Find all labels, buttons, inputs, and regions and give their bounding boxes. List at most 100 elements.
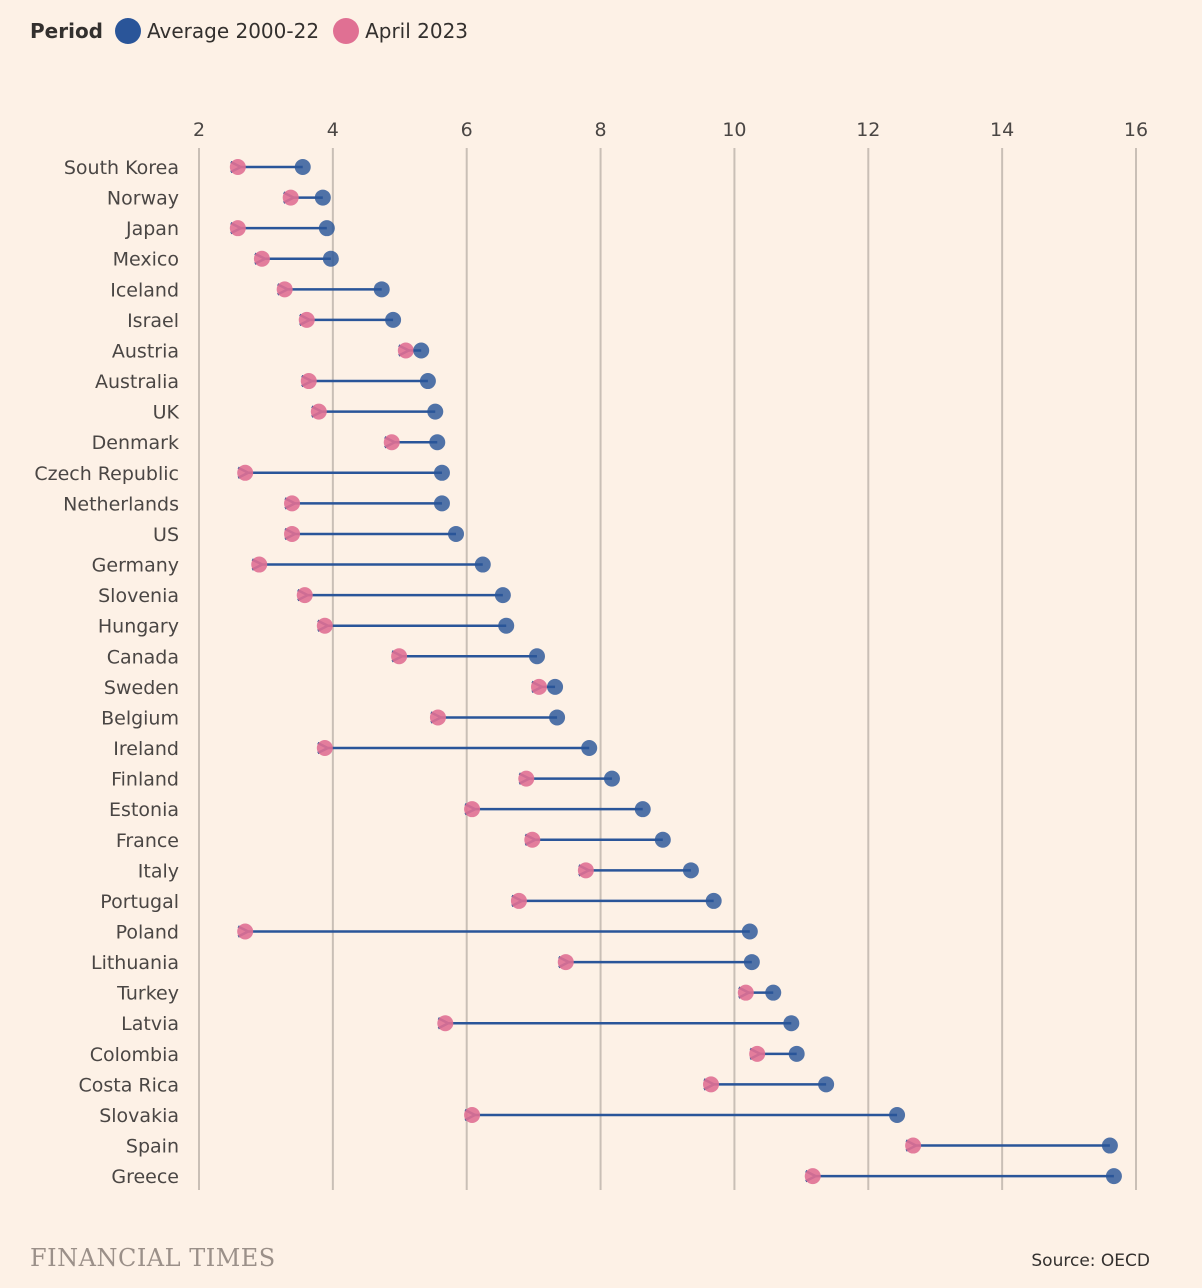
country-label: Slovenia — [98, 585, 179, 607]
x-tick-label: 6 — [461, 119, 473, 141]
country-label: Estonia — [109, 799, 179, 821]
average-2000-22-dot — [322, 250, 339, 267]
average-2000-22-dot — [314, 189, 331, 206]
legend-label: April 2023 — [365, 19, 469, 43]
average-2000-22-dot — [654, 831, 671, 848]
country-label: South Korea — [64, 157, 179, 179]
april-2023-dot — [300, 373, 317, 390]
country-label: Australia — [95, 371, 179, 393]
legend-label: Average 2000-22 — [147, 19, 320, 43]
x-tick-label: 16 — [1124, 119, 1148, 141]
average-2000-22-dot — [603, 770, 620, 787]
april-2023-dot — [577, 862, 594, 879]
average-2000-22-dot — [448, 525, 465, 542]
country-label: Ireland — [113, 738, 179, 760]
country-label: France — [116, 830, 179, 852]
april-2023-dot — [464, 1106, 481, 1123]
april-2023-dot — [276, 281, 293, 298]
average-2000-22-dot — [741, 923, 758, 940]
average-2000-22-dot — [682, 862, 699, 879]
april-2023-dot — [391, 648, 408, 665]
april-2023-dot — [310, 403, 327, 420]
april-2023-dot — [253, 250, 270, 267]
april-2023-dot — [737, 984, 754, 1001]
country-label: Poland — [116, 922, 179, 944]
country-label: Belgium — [101, 707, 179, 729]
april-2023-dot — [530, 678, 547, 695]
country-label: Czech Republic — [34, 463, 179, 485]
legend-item-average: Average 2000-22 — [115, 18, 319, 44]
april-2023-dot — [316, 740, 333, 757]
x-tick-label: 2 — [193, 119, 205, 141]
country-label: Iceland — [110, 279, 179, 301]
country-label: Costa Rica — [79, 1074, 180, 1096]
legend-item-april: April 2023 — [333, 18, 468, 44]
country-label: Japan — [125, 218, 179, 240]
april-2023-dot — [237, 464, 254, 481]
country-label: Slovakia — [99, 1105, 179, 1127]
april-2023-dot — [437, 1015, 454, 1032]
average-2000-22-dot — [788, 1045, 805, 1062]
country-label: Norway — [107, 188, 179, 210]
average-2000-22-dot — [889, 1106, 906, 1123]
average-2000-22-dot — [528, 648, 545, 665]
legend: Period Average 2000-22 April 2023 — [30, 18, 482, 44]
april-2023-dot — [383, 434, 400, 451]
average-2000-22-dot — [581, 740, 598, 757]
april-2023-dot — [296, 587, 313, 604]
country-label: Canada — [107, 646, 179, 668]
country-label: Austria — [112, 340, 179, 362]
ft-logo: FINANCIAL TIMES — [30, 1244, 276, 1272]
average-2000-22-dot — [429, 434, 446, 451]
average-2000-22-dot — [294, 159, 311, 175]
country-label: UK — [153, 402, 180, 424]
country-label: Greece — [111, 1166, 179, 1188]
average-2000-22-dot — [419, 373, 436, 390]
country-label: Mexico — [113, 249, 179, 271]
country-label: Italy — [138, 860, 179, 882]
average-2000-22-dot — [474, 556, 491, 573]
april-2023-dot — [749, 1045, 766, 1062]
country-label: Finland — [111, 769, 179, 791]
country-label: Denmark — [92, 432, 179, 454]
april-2023-dot — [251, 556, 268, 573]
average-2000-22-dot — [818, 1076, 835, 1093]
legend-dot-icon — [115, 18, 141, 44]
april-2023-dot — [429, 709, 446, 726]
april-2023-dot — [229, 159, 246, 175]
x-tick-label: 10 — [722, 119, 746, 141]
country-label: Colombia — [90, 1044, 179, 1066]
average-2000-22-dot — [547, 678, 564, 695]
april-2023-dot — [284, 525, 301, 542]
average-2000-22-dot — [783, 1015, 800, 1032]
april-2023-dot — [282, 189, 299, 206]
average-2000-22-dot — [765, 984, 782, 1001]
april-2023-dot — [284, 495, 301, 512]
x-tick-label: 8 — [595, 119, 607, 141]
april-2023-dot — [464, 801, 481, 818]
april-2023-dot — [397, 342, 414, 359]
april-2023-dot — [237, 923, 254, 940]
average-2000-22-dot — [373, 281, 390, 298]
country-label: Latvia — [121, 1013, 179, 1035]
country-label: US — [153, 524, 179, 546]
x-tick-label: 14 — [990, 119, 1014, 141]
average-2000-22-dot — [1101, 1137, 1118, 1154]
average-2000-22-dot — [498, 617, 515, 634]
country-label: Germany — [92, 555, 179, 577]
country-label: Sweden — [104, 677, 179, 699]
source-note: Source: OECD — [1031, 1251, 1150, 1271]
april-2023-dot — [557, 954, 574, 971]
average-2000-22-dot — [634, 801, 651, 818]
average-2000-22-dot — [427, 403, 444, 420]
april-2023-dot — [804, 1168, 821, 1185]
average-2000-22-dot — [433, 464, 450, 481]
april-2023-dot — [703, 1076, 720, 1093]
april-2023-dot — [298, 311, 315, 328]
april-2023-dot — [316, 617, 333, 634]
legend-title: Period — [30, 19, 103, 43]
country-label: Portugal — [100, 891, 179, 913]
country-label: Israel — [127, 310, 179, 332]
country-label: Lithuania — [91, 952, 179, 974]
